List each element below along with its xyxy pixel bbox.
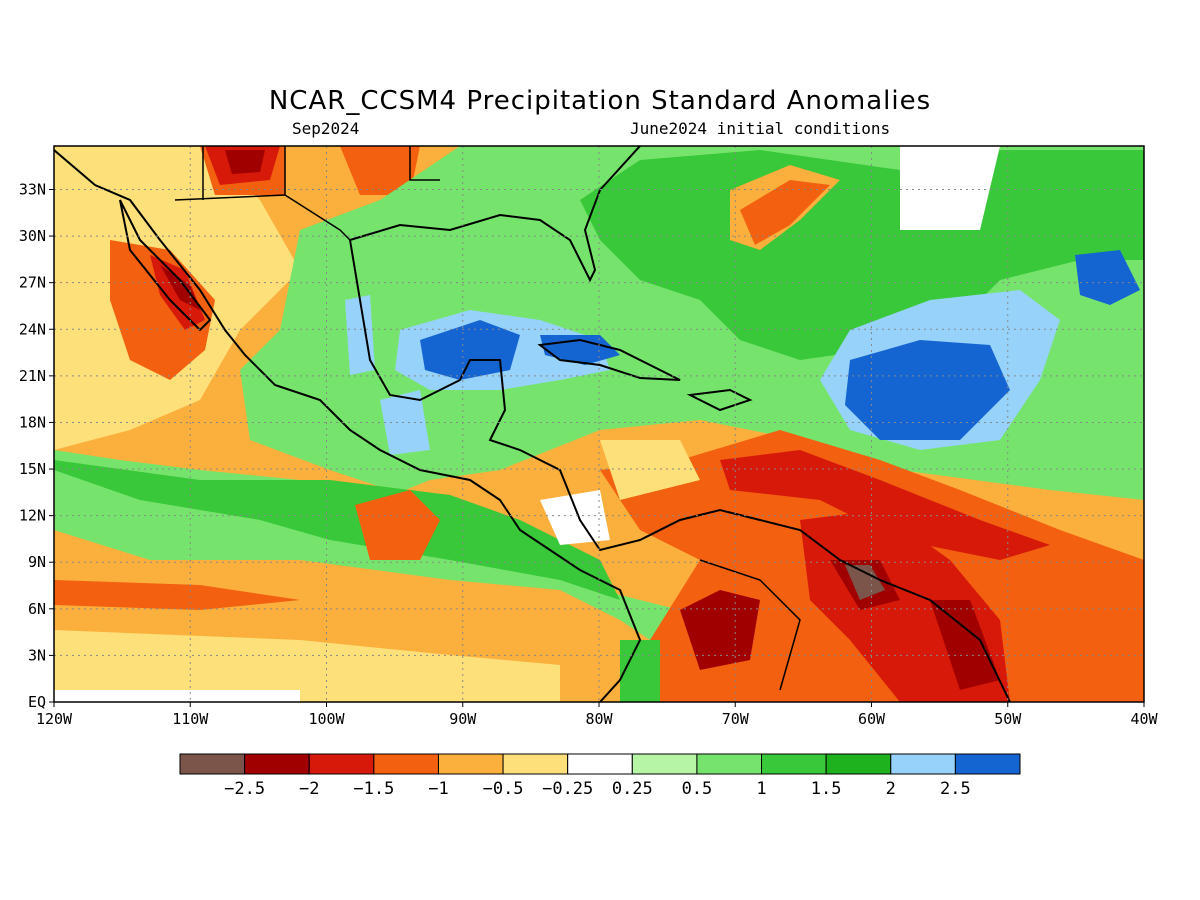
lat-label: 15N xyxy=(19,460,46,478)
colorbar-label: 0.25 xyxy=(612,779,653,799)
colorbar-swatch xyxy=(179,753,246,775)
field-mexico-coast-wet xyxy=(345,295,375,375)
colorbar-swatch xyxy=(502,753,569,775)
colorbar-swatch xyxy=(890,753,956,775)
colorbar-label: 1.5 xyxy=(811,779,842,799)
field-gulf-wettest xyxy=(420,320,520,380)
field-pacific-itcz xyxy=(54,460,620,600)
latitude-axis: 33N 30N 27N 24N 21N 18N 15N 12N 9N 6N 3N EQ xyxy=(19,180,54,711)
colorbar-swatch xyxy=(373,753,439,775)
coast-pacific-americas xyxy=(54,149,642,702)
lon-label: 110W xyxy=(172,710,209,728)
lat-label: EQ xyxy=(28,693,46,711)
field-arizona-driest xyxy=(225,150,265,174)
colorbar-swatch xyxy=(567,753,633,775)
colorbar-swatch xyxy=(954,753,1021,775)
field-atlantic-dry-core xyxy=(740,180,830,245)
field-baja-driest xyxy=(160,265,200,310)
lat-label: 30N xyxy=(19,227,46,245)
colorbar-label: −0.5 xyxy=(483,779,524,799)
coast-cuba xyxy=(537,338,681,381)
field-guiana-driest xyxy=(930,600,1000,690)
lat-label: 6N xyxy=(28,600,46,618)
colorbar-label: 2 xyxy=(886,779,896,799)
colorbar-swatch xyxy=(244,753,310,775)
colorbar-label: −1.5 xyxy=(353,779,394,799)
lat-label: 24N xyxy=(19,320,46,338)
colorbar-label: −2.5 xyxy=(224,779,265,799)
colorbar-label: 1 xyxy=(756,779,766,799)
colorbar-swatch xyxy=(308,753,375,775)
lon-label: 100W xyxy=(308,710,345,728)
field-caribbean-light-dry xyxy=(600,440,700,500)
colorbar-label: 2.5 xyxy=(940,779,971,799)
border-us-mexico-east xyxy=(284,194,351,241)
field-ecuador-wet xyxy=(620,640,660,702)
longitude-axis: 120W 110W 100W 90W 80W 70W 60W 50W 40W xyxy=(36,702,1159,728)
lon-label: 50W xyxy=(994,710,1022,728)
lon-label: 120W xyxy=(36,710,73,728)
colorbar-label: −1 xyxy=(428,779,448,799)
colorbar-swatch xyxy=(825,753,892,775)
borders xyxy=(174,146,801,691)
lon-label: 60W xyxy=(858,710,886,728)
field-extreme-dry xyxy=(845,565,885,600)
lat-label: 27N xyxy=(19,274,46,292)
lat-label: 12N xyxy=(19,507,46,525)
lon-label: 90W xyxy=(449,710,477,728)
colorbar-swatch xyxy=(761,753,827,775)
field-central-atlantic-wettest xyxy=(845,340,1010,440)
field-equatorial-light-dry xyxy=(54,630,560,702)
field-atlantic-neutral xyxy=(900,146,1000,230)
field-equatorial-dry-band xyxy=(54,580,300,610)
coast-gulf-caribbean xyxy=(349,239,1011,702)
colorbar-swatch xyxy=(437,753,504,775)
chart-title: NCAR_CCSM4 Precipitation Standard Anomal… xyxy=(268,86,932,116)
field-panama-neutral xyxy=(540,490,610,545)
border-us-states xyxy=(409,146,440,181)
lon-label: 40W xyxy=(1130,710,1158,728)
field-texas-dry xyxy=(340,146,420,195)
lat-label: 3N xyxy=(28,646,46,664)
graticule xyxy=(54,146,1144,702)
coast-us-gulf xyxy=(349,146,641,283)
field-central-america-wet xyxy=(380,390,430,455)
coastlines xyxy=(54,146,1011,702)
lat-label: 33N xyxy=(19,180,46,198)
field-caribbean-drier xyxy=(720,450,1050,560)
border-colombia-venezuela xyxy=(699,559,801,691)
initial-conditions: June2024 initial conditions xyxy=(630,119,891,138)
colorbar: −2.5 −2 −1.5 −1 −0.5 −0.25 0.25 0.5 1 1.5 2 2.5 xyxy=(179,753,1021,799)
lon-label: 80W xyxy=(585,710,613,728)
colorbar-label: −0.25 xyxy=(542,779,593,799)
coast-baja xyxy=(119,199,212,332)
lon-label: 70W xyxy=(722,710,750,728)
colorbar-swatch xyxy=(696,753,763,775)
lat-label: 18N xyxy=(19,413,46,431)
lat-label: 21N xyxy=(19,367,46,385)
field-colombia-driest xyxy=(680,590,760,670)
colorbar-label: −2 xyxy=(299,779,319,799)
forecast-month: Sep2024 xyxy=(292,119,360,138)
coast-hispaniola xyxy=(686,388,753,412)
lat-label: 9N xyxy=(28,553,46,571)
field-atlantic-wet xyxy=(580,150,1144,360)
colorbar-label: 0.5 xyxy=(682,779,713,799)
field-equator-neutral xyxy=(54,690,300,702)
field-pacific-dry-cell xyxy=(355,490,440,560)
field-ne-atlantic-wettest xyxy=(1075,250,1140,305)
colorbar-swatch xyxy=(631,753,698,775)
